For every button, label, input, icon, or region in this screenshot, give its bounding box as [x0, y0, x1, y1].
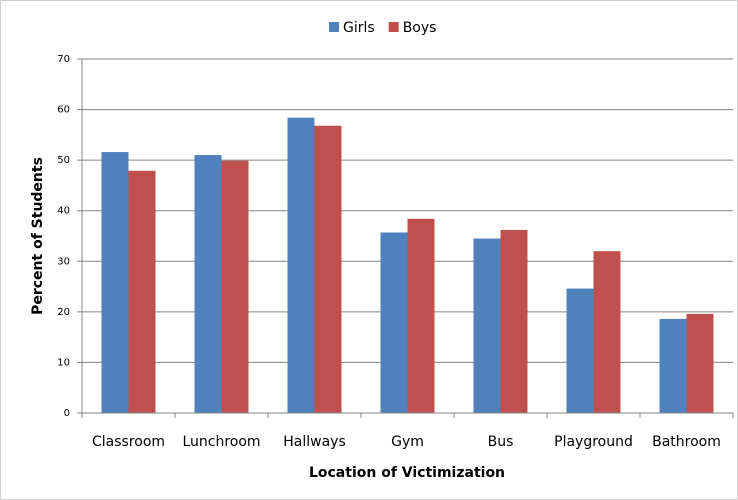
bar: [221, 160, 249, 413]
y-tick-label: 0: [64, 408, 70, 419]
x-axis-title: Location of Victimization: [309, 465, 505, 481]
bar: [194, 155, 222, 414]
x-tick-label: Hallways: [283, 434, 346, 450]
bar: [686, 313, 714, 413]
bar: [566, 288, 594, 413]
x-tick-label: Lunchroom: [182, 434, 260, 450]
legend-swatch: [388, 22, 399, 32]
y-tick-label: 20: [57, 307, 70, 318]
y-tick-label: 60: [57, 105, 70, 116]
legend-label: Girls: [343, 20, 375, 36]
x-tick-label: Bathroom: [652, 434, 721, 450]
bar: [500, 229, 528, 413]
bar: [473, 238, 501, 413]
y-tick-label: 70: [57, 54, 70, 65]
bar: [659, 318, 687, 413]
bar: [128, 170, 156, 413]
y-tick-label: 10: [57, 357, 70, 368]
bar: [287, 117, 315, 414]
x-tick-label: Bus: [488, 434, 514, 450]
x-tick-label: Classroom: [92, 434, 165, 450]
legend-label: Boys: [403, 20, 437, 36]
x-tick-label: Gym: [391, 434, 424, 450]
x-tick-label: Playground: [554, 434, 633, 450]
bar: [101, 152, 129, 413]
y-tick-label: 30: [57, 256, 70, 267]
bar: [593, 251, 621, 413]
y-tick-label: 40: [57, 206, 70, 217]
bar: [314, 125, 342, 414]
bar: [407, 218, 435, 413]
bar: [380, 232, 408, 413]
legend-swatch: [329, 22, 339, 32]
y-axis-title: Percent of Students: [30, 157, 46, 315]
y-tick-label: 50: [57, 155, 70, 166]
